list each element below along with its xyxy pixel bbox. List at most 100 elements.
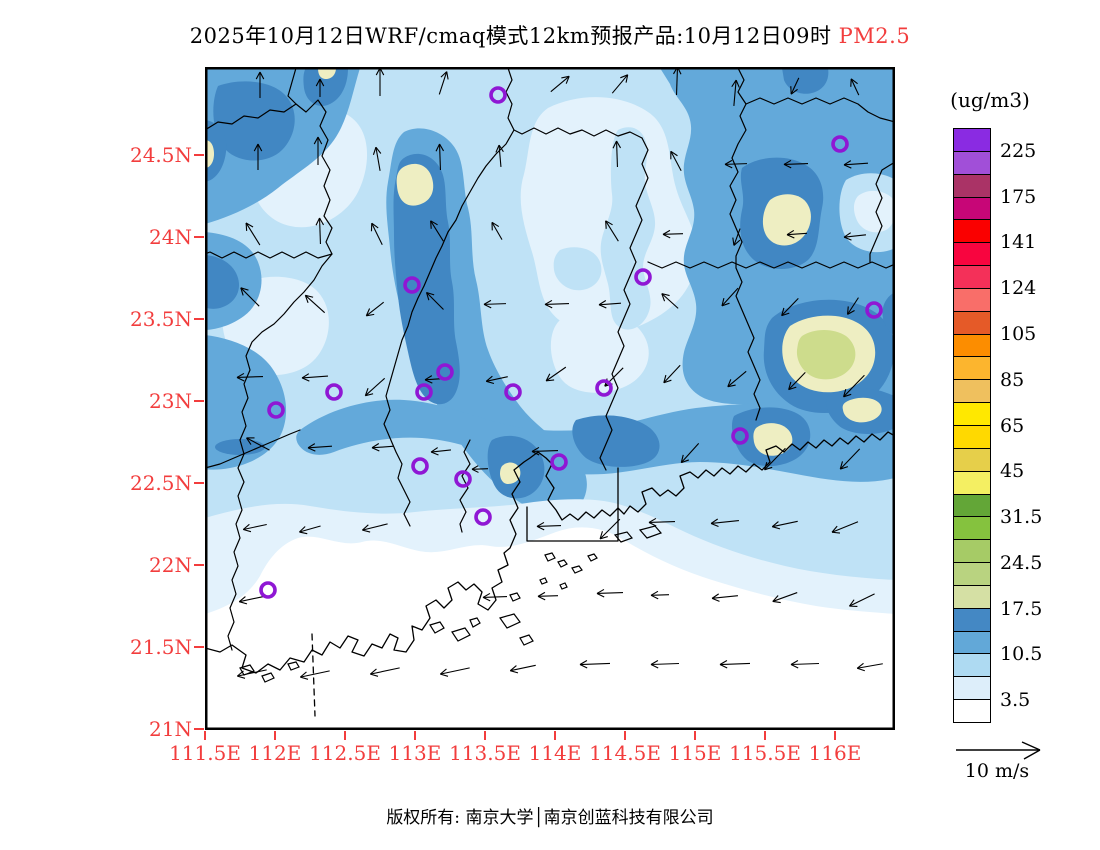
map-border xyxy=(205,67,895,730)
wind-arrow xyxy=(430,220,444,242)
wind-arrow xyxy=(544,299,570,309)
lon-label-114.5E: 114.5E xyxy=(589,741,661,765)
colorbar-cell-5 xyxy=(954,242,990,266)
wind-arrow xyxy=(471,465,489,473)
colorbar-cell-0 xyxy=(954,129,990,151)
colorbar-label-3.5: 3.5 xyxy=(1000,689,1031,712)
colorbar-cell-20 xyxy=(954,584,990,608)
wind-arrow xyxy=(831,521,859,534)
wind-arrow xyxy=(843,160,869,169)
lon-label-113.5E: 113.5E xyxy=(449,741,521,765)
colorbar xyxy=(953,128,991,723)
station-marker-layer xyxy=(259,86,883,599)
colorbar-label-65: 65 xyxy=(1000,414,1025,437)
wind-arrow xyxy=(732,228,741,246)
map-fill-right-notch-core xyxy=(853,191,895,233)
station-marker xyxy=(504,383,522,401)
lon-tick xyxy=(484,731,486,740)
wind-arrow xyxy=(435,143,445,171)
islands xyxy=(239,525,663,683)
wind-arrow xyxy=(663,364,681,384)
wind-arrow xyxy=(236,372,264,382)
wind-arrow xyxy=(236,669,267,679)
colorbar-cell-2 xyxy=(954,173,990,197)
colorbar-cell-13 xyxy=(954,424,990,448)
station-marker xyxy=(634,268,652,286)
map-fill-b2-details xyxy=(553,127,656,330)
colorbar-cell-12 xyxy=(954,402,990,425)
wind-arrow xyxy=(650,660,680,669)
title-main: 2025年10月12日WRF/cmaq模式12km预报产品:10月12日09时 xyxy=(189,24,832,48)
wind-scale-label: 10 m/s xyxy=(964,760,1030,782)
station-marker xyxy=(411,457,429,475)
wind-arrow xyxy=(509,664,536,674)
wind-arrow xyxy=(313,136,323,165)
lon-tick xyxy=(554,731,556,740)
wind-arrow xyxy=(790,660,820,669)
station-marker xyxy=(474,508,492,526)
wind-arrow xyxy=(847,297,859,315)
sea-white-region xyxy=(205,527,895,730)
boundary-lines xyxy=(205,67,895,651)
colorbar-cell-8 xyxy=(954,310,990,334)
wind-arrow xyxy=(365,301,385,317)
lon-tick xyxy=(624,731,626,740)
colorbar-label-105: 105 xyxy=(1000,322,1037,345)
colorbar-cell-22 xyxy=(954,630,990,654)
colorbar-cell-6 xyxy=(954,265,990,288)
wind-arrow xyxy=(772,592,798,604)
wind-arrow xyxy=(315,78,325,97)
wind-arrow xyxy=(255,71,265,98)
station-marker xyxy=(550,453,568,471)
wind-arrow xyxy=(605,220,619,242)
lon-label-116E: 116E xyxy=(808,741,862,765)
wind-arrow xyxy=(364,377,386,397)
lon-label-113E: 113E xyxy=(388,741,442,765)
lat-tick xyxy=(194,400,204,402)
colorbar-cell-18 xyxy=(954,539,990,563)
lat-label-21.5N: 21.5N xyxy=(129,635,192,659)
colorbar-label-175: 175 xyxy=(1000,185,1037,208)
wind-arrow xyxy=(483,299,507,309)
lat-label-22.5N: 22.5N xyxy=(129,471,192,495)
colorbar-label-10.5: 10.5 xyxy=(1000,643,1043,666)
lon-label-115E: 115E xyxy=(668,741,722,765)
wind-arrow xyxy=(839,448,861,470)
lat-tick xyxy=(194,236,204,238)
lat-label-22N: 22N xyxy=(149,553,192,577)
wind-arrow xyxy=(856,662,883,672)
colorbar-cell-14 xyxy=(954,447,990,471)
lat-label-23.5N: 23.5N xyxy=(129,307,192,331)
wind-arrow xyxy=(764,447,786,471)
station-marker xyxy=(259,581,277,599)
wind-arrow xyxy=(596,588,624,598)
wind-arrow xyxy=(783,159,809,169)
wind-arrow xyxy=(253,143,263,170)
wind-arrow xyxy=(848,593,875,607)
wind-arrow xyxy=(372,146,382,171)
wind-arrow xyxy=(680,442,700,464)
colorbar-cell-24 xyxy=(954,676,990,700)
lat-tick xyxy=(194,154,204,156)
lon-tick xyxy=(344,731,346,740)
wind-arrow xyxy=(786,229,808,239)
wind-arrow xyxy=(439,667,470,677)
wind-arrow xyxy=(545,366,567,382)
colorbar-label-31.5: 31.5 xyxy=(1000,506,1043,529)
lat-tick xyxy=(194,318,204,320)
map-fill-green-core xyxy=(796,330,856,380)
lon-tick xyxy=(834,731,836,740)
station-marker xyxy=(865,301,883,319)
wind-vector-layer xyxy=(236,67,883,680)
station-marker xyxy=(595,379,613,397)
colorbar-cell-1 xyxy=(954,150,990,174)
wind-arrow xyxy=(612,140,622,168)
colorbar-label-225: 225 xyxy=(1000,139,1037,162)
colorbar-cell-7 xyxy=(954,287,990,311)
station-marker xyxy=(731,427,749,445)
wind-arrow xyxy=(537,591,559,601)
lon-label-115.5E: 115.5E xyxy=(729,741,801,765)
colorbar-label-45: 45 xyxy=(1000,460,1025,483)
wind-arrow xyxy=(485,375,508,385)
wind-arrow xyxy=(661,293,679,309)
